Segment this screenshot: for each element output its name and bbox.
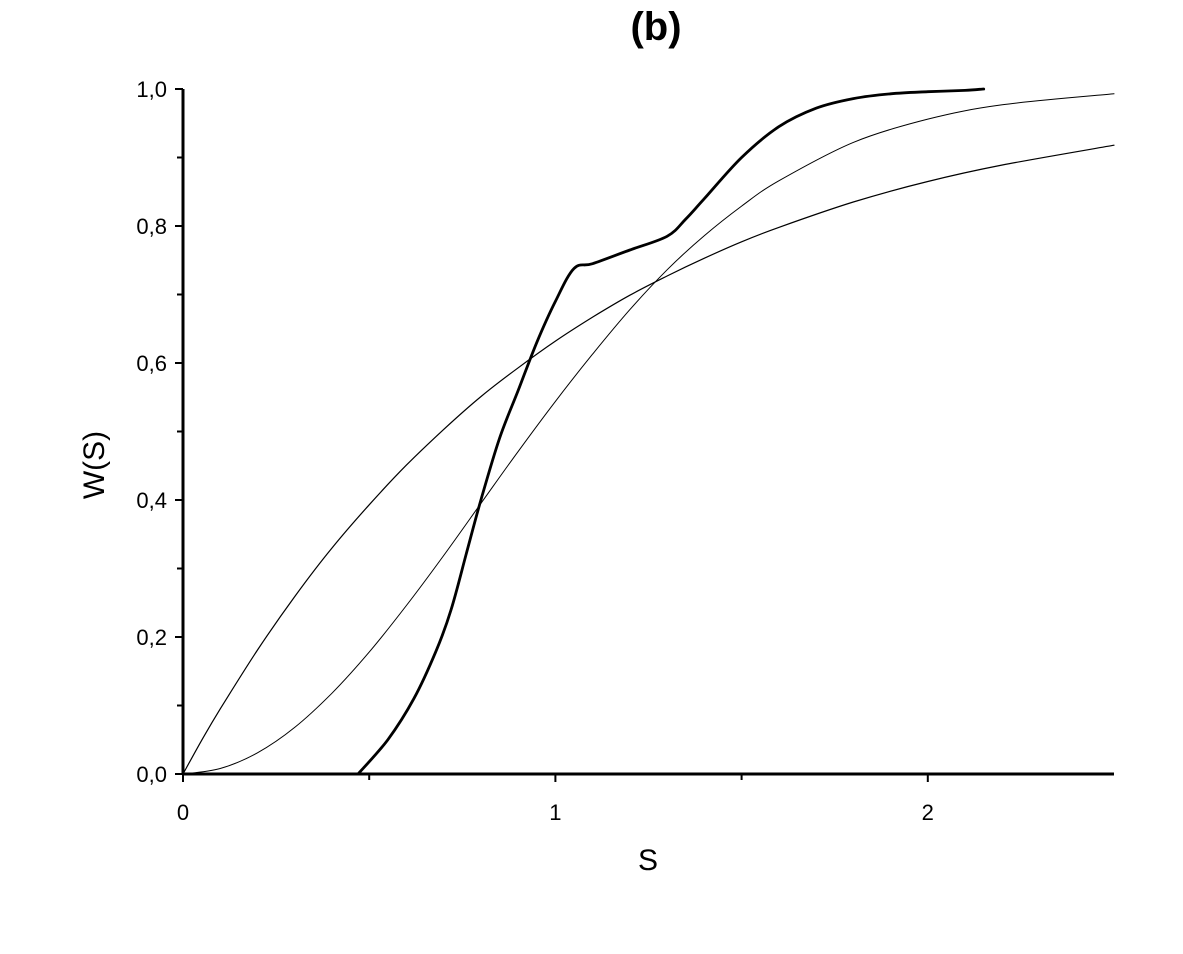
series-line-2 (182, 93, 1115, 775)
y-tick-label: 1,0 (136, 77, 167, 102)
y-tick-label: 0,2 (136, 625, 167, 650)
y-tick-label: 0,6 (136, 351, 167, 376)
axis-ticks: 0 1 2 0,0 0,2 0,4 0,6 0,8 1,0 (136, 77, 934, 825)
chart-title: (b) (630, 5, 681, 49)
x-tick-label: 1 (549, 800, 561, 825)
x-tick-label: 2 (922, 800, 934, 825)
x-tick-label: 0 (177, 800, 189, 825)
series-line-3 (356, 87, 986, 776)
y-tick-label: 0,0 (136, 762, 167, 787)
series-line-1 (182, 144, 1115, 775)
data-series (182, 87, 1115, 776)
plot-area: 0 1 2 0,0 0,2 0,4 0,6 0,8 1,0 (136, 77, 1115, 825)
y-axis-title: W(S) (78, 431, 111, 499)
y-tick-label: 0,8 (136, 214, 167, 239)
y-tick-label: 0,4 (136, 488, 167, 513)
x-axis-title: S (638, 844, 658, 877)
